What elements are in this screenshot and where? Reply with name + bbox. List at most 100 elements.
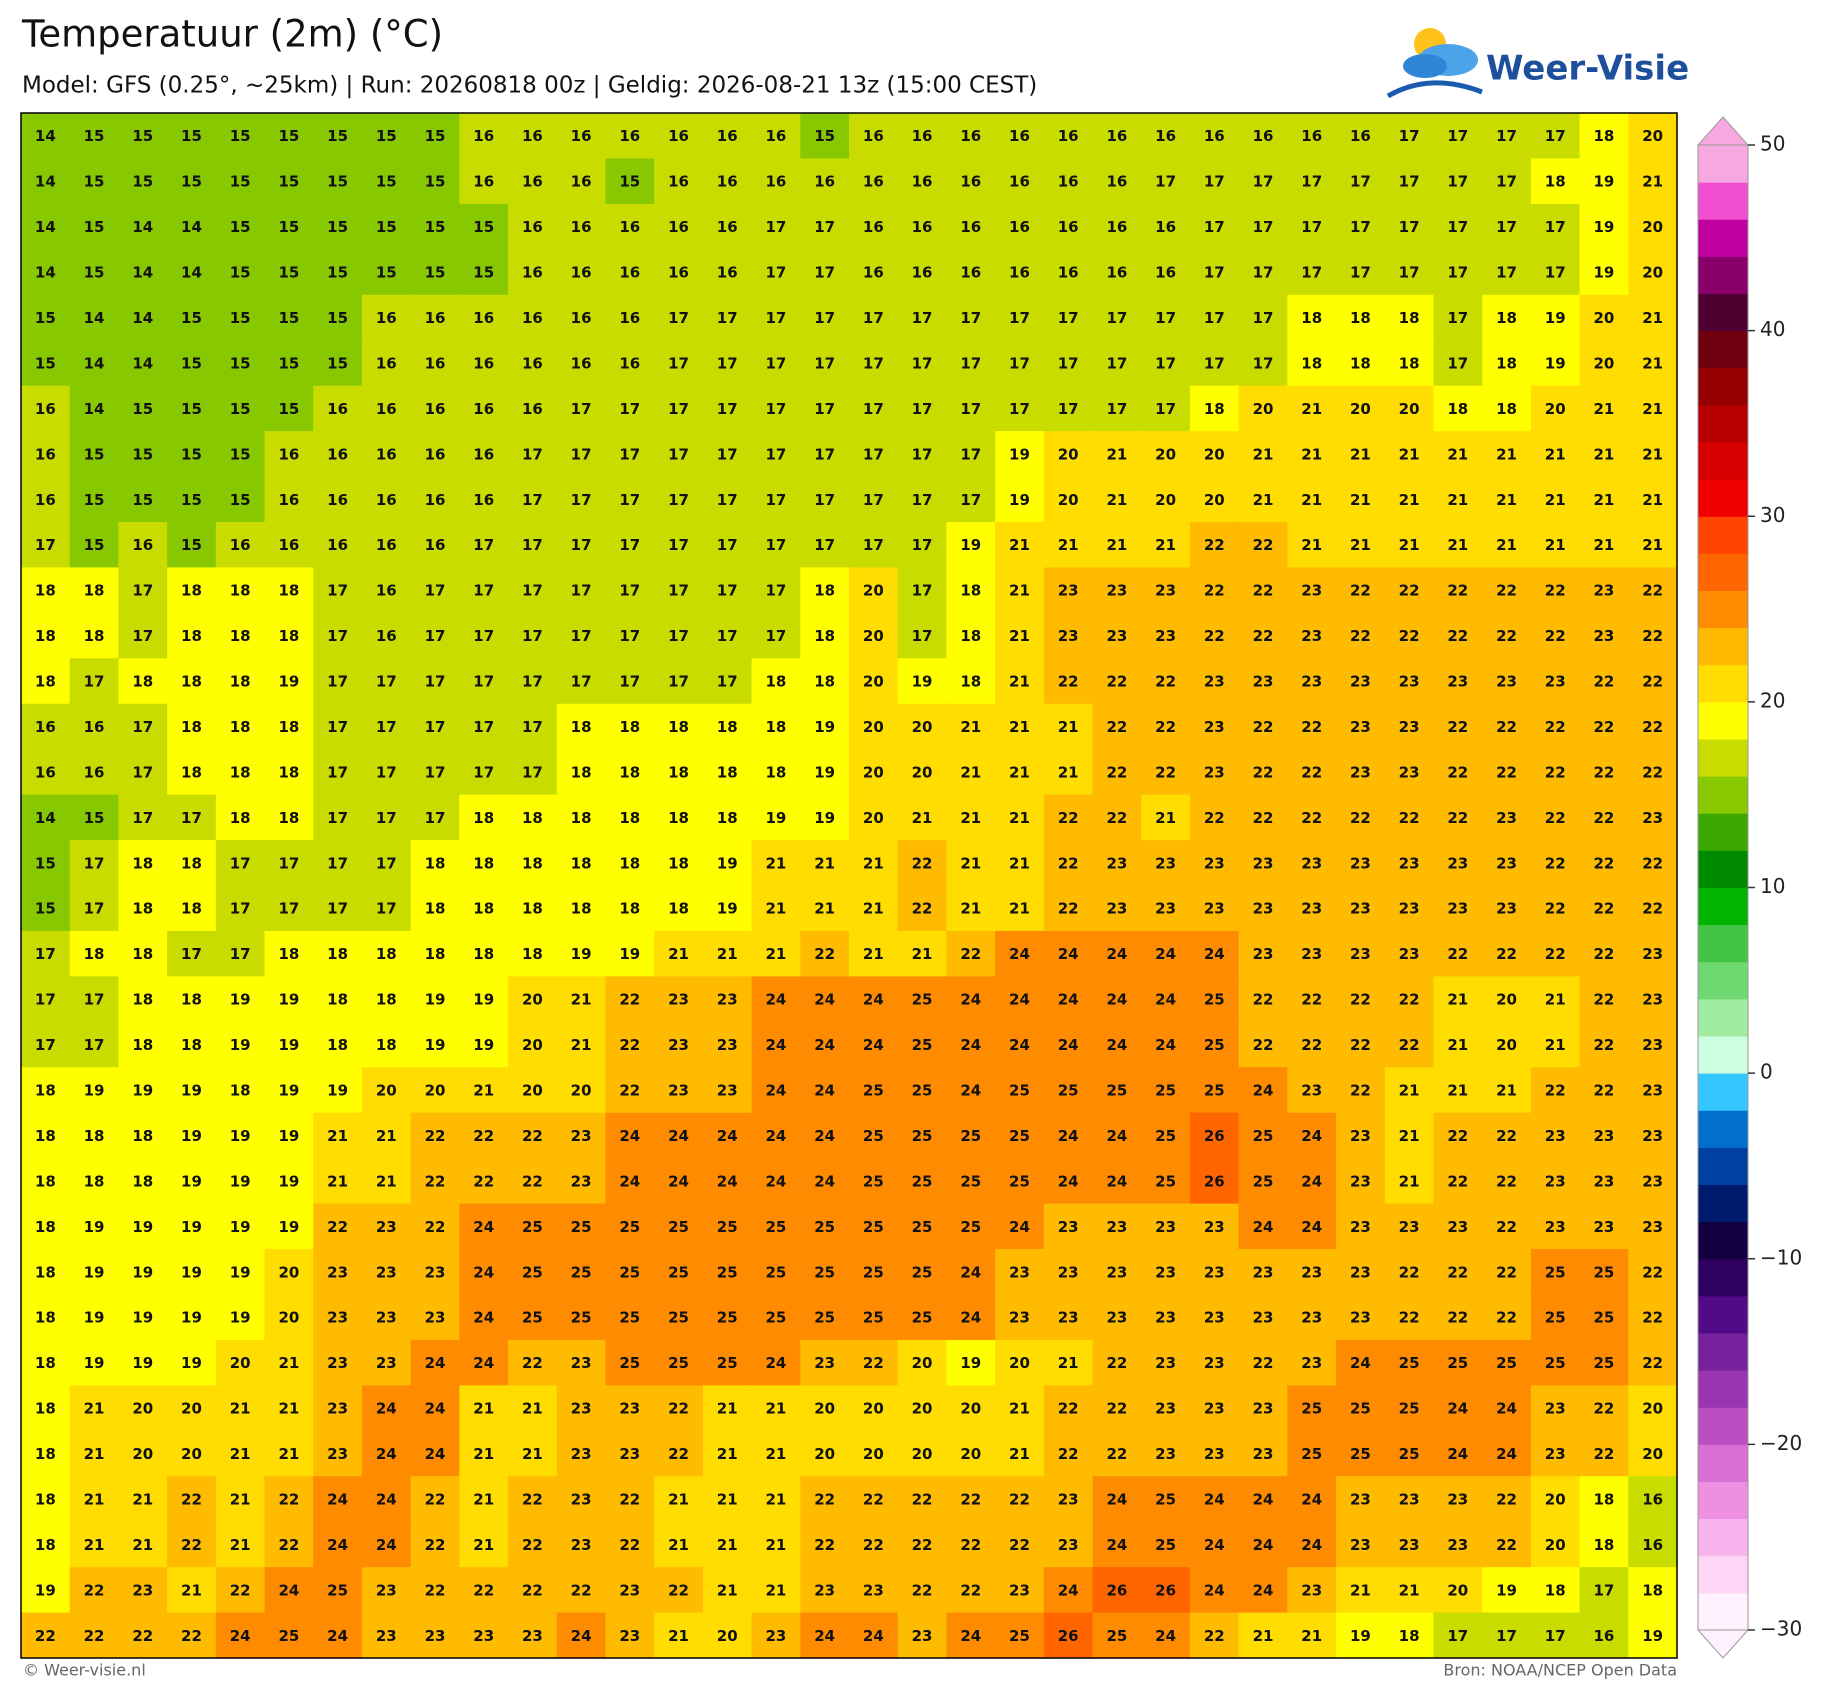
cell bbox=[1141, 1294, 1191, 1341]
cell bbox=[1238, 612, 1288, 659]
cell-label: 20 bbox=[1155, 445, 1176, 463]
cell-label: 19 bbox=[278, 1081, 299, 1099]
cell bbox=[1579, 340, 1629, 387]
cell bbox=[1043, 1339, 1094, 1386]
cell-label: 25 bbox=[912, 1263, 933, 1281]
cell bbox=[1384, 840, 1435, 887]
cell-label: 23 bbox=[1301, 1081, 1322, 1099]
cell bbox=[995, 249, 1045, 296]
cell bbox=[508, 1112, 558, 1159]
cell-label: 25 bbox=[1350, 1445, 1371, 1463]
cell bbox=[1433, 749, 1483, 796]
cell-label: 22 bbox=[1399, 1309, 1420, 1327]
cell-label: 22 bbox=[425, 1536, 446, 1554]
cell-label: 21 bbox=[230, 1490, 251, 1508]
colorbar-band bbox=[1698, 813, 1748, 851]
cell bbox=[995, 294, 1045, 341]
cell-label: 16 bbox=[1155, 218, 1176, 236]
cell bbox=[1579, 794, 1629, 841]
cell-label: 18 bbox=[571, 718, 592, 736]
cell-label: 21 bbox=[84, 1400, 105, 1418]
cell bbox=[1530, 521, 1581, 569]
cell bbox=[264, 521, 314, 569]
cell-label: 23 bbox=[1545, 1400, 1566, 1418]
cell-label: 18 bbox=[35, 673, 56, 691]
cell-label: 22 bbox=[1642, 854, 1663, 872]
cell bbox=[1482, 930, 1532, 977]
cell bbox=[1189, 794, 1240, 841]
cell-label: 22 bbox=[84, 1627, 105, 1645]
cell-label: 16 bbox=[1155, 264, 1176, 282]
cell-label: 22 bbox=[1545, 900, 1566, 918]
cell-label: 17 bbox=[717, 582, 738, 600]
cell-label: 22 bbox=[960, 1536, 981, 1554]
cell-label: 18 bbox=[278, 627, 299, 645]
cell bbox=[21, 612, 71, 659]
cell bbox=[1092, 249, 1142, 296]
cell bbox=[1336, 1476, 1386, 1523]
cell bbox=[361, 1021, 412, 1068]
cell bbox=[800, 1067, 850, 1114]
cell-label: 19 bbox=[132, 1309, 153, 1327]
cell-label: 22 bbox=[1058, 854, 1079, 872]
cell-label: 17 bbox=[473, 718, 494, 736]
cell bbox=[995, 749, 1045, 796]
cell bbox=[1482, 1430, 1532, 1477]
cell bbox=[69, 158, 120, 205]
cell bbox=[508, 521, 558, 569]
cell bbox=[1628, 1158, 1678, 1205]
cell-label: 23 bbox=[1545, 1218, 1566, 1236]
cell-label: 16 bbox=[1642, 1490, 1663, 1508]
cell-label: 16 bbox=[376, 400, 397, 418]
cell bbox=[1482, 1567, 1532, 1614]
cell-label: 21 bbox=[1447, 1081, 1468, 1099]
cell bbox=[1092, 1203, 1142, 1250]
cell bbox=[1238, 930, 1288, 977]
cell-label: 23 bbox=[1350, 1127, 1371, 1145]
cell bbox=[800, 521, 850, 569]
cell-label: 18 bbox=[619, 718, 640, 736]
cell bbox=[654, 203, 704, 250]
cell bbox=[410, 1294, 460, 1341]
cell bbox=[849, 612, 899, 659]
cell-label: 22 bbox=[1496, 627, 1517, 645]
cell-label: 21 bbox=[960, 900, 981, 918]
cell-label: 21 bbox=[84, 1490, 105, 1508]
cell-label: 17 bbox=[1009, 309, 1030, 327]
cell bbox=[361, 840, 412, 887]
cell-label: 20 bbox=[1253, 400, 1274, 418]
cell-label: 22 bbox=[1058, 673, 1079, 691]
cell bbox=[556, 1339, 607, 1386]
cell-label: 18 bbox=[278, 582, 299, 600]
cell bbox=[995, 703, 1045, 750]
cell bbox=[1141, 1476, 1191, 1523]
cell bbox=[654, 1521, 704, 1568]
cell bbox=[946, 113, 996, 160]
cell bbox=[313, 1203, 363, 1250]
cell-label: 21 bbox=[1301, 536, 1322, 554]
cell bbox=[167, 1430, 217, 1477]
cell bbox=[946, 1430, 996, 1477]
cell bbox=[1043, 1476, 1094, 1523]
cell bbox=[1336, 612, 1386, 659]
cell bbox=[1189, 385, 1240, 432]
cell-label: 17 bbox=[1155, 309, 1176, 327]
cell-label: 25 bbox=[1155, 1536, 1176, 1554]
cell bbox=[69, 294, 120, 341]
cell bbox=[1628, 567, 1678, 614]
cell bbox=[1189, 1203, 1240, 1250]
cell bbox=[1238, 1067, 1288, 1114]
cell-label: 22 bbox=[1594, 1081, 1615, 1099]
cell-label: 18 bbox=[230, 673, 251, 691]
cell bbox=[654, 703, 704, 750]
cell bbox=[800, 113, 850, 160]
cell-label: 17 bbox=[571, 627, 592, 645]
cell-label: 17 bbox=[425, 718, 446, 736]
cell-label: 22 bbox=[1204, 582, 1225, 600]
cell bbox=[605, 885, 655, 932]
cell-label: 16 bbox=[376, 309, 397, 327]
cell bbox=[459, 749, 509, 796]
cell-label: 21 bbox=[1301, 491, 1322, 509]
cell-label: 15 bbox=[132, 400, 153, 418]
cell bbox=[1043, 1521, 1094, 1568]
